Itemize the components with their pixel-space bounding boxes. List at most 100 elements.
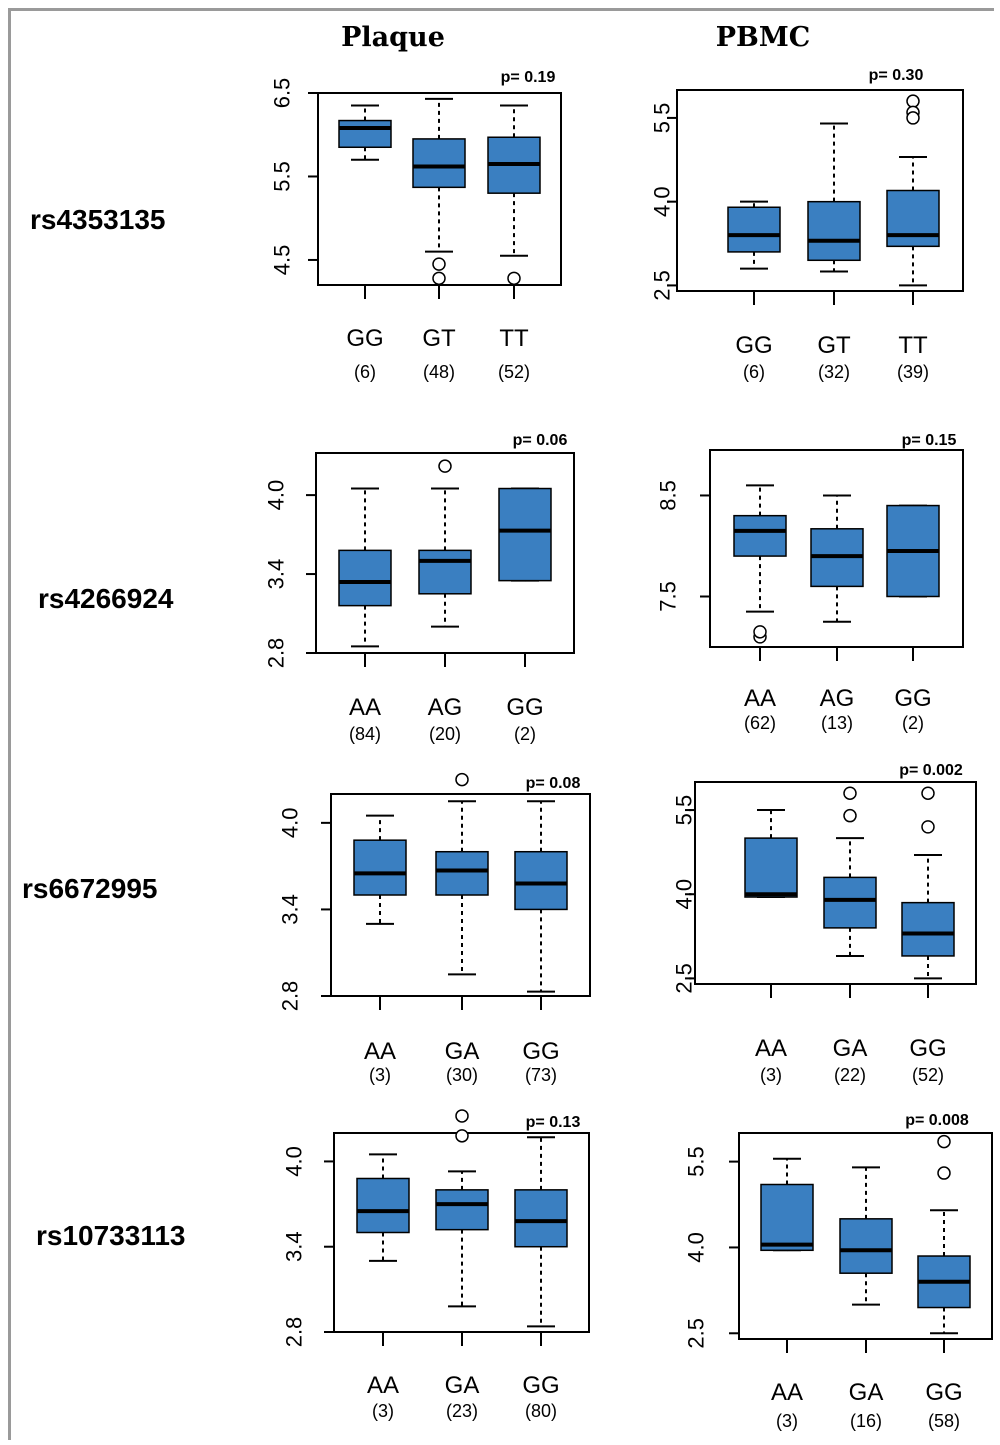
sample-count-label: (6): [743, 362, 765, 382]
plot-frame: [676, 89, 964, 292]
y-tick-label: 5.5: [270, 161, 295, 192]
outlier-point: [937, 1166, 951, 1180]
p-value-label: p= 0.002: [899, 762, 963, 779]
x-tick-label: GG: [506, 694, 543, 721]
box: [823, 876, 877, 929]
outlier-point: [455, 1129, 469, 1143]
boxplot-rs6672995-pbmc: p= 0.002 2.5 4.0 5.5 AA (3) GA (22) GG (52): [672, 762, 977, 1085]
box-group-GT: GT (32): [807, 122, 861, 382]
x-tick-label: TT: [499, 325, 529, 352]
box-group-GG: GG (2): [498, 487, 552, 744]
sample-count-label: (20): [429, 724, 461, 744]
x-tick-label: AA: [349, 694, 381, 721]
box-group-GA: GA (22): [823, 786, 877, 1085]
sample-count-label: (62): [744, 713, 776, 733]
sample-count-label: (30): [446, 1065, 478, 1085]
box-group-GA: GA(23): [435, 1109, 489, 1421]
boxplot-rs4353135-pbmc: p= 0.30 2.5 4.0 5.5 GG (6) GT (32) TT (39): [650, 67, 964, 382]
sample-count-label: (52): [498, 362, 530, 382]
box: [412, 138, 466, 189]
box-group-AG: AG (20): [418, 459, 472, 744]
box: [338, 549, 392, 607]
box-group-AA: AA(3): [744, 809, 798, 1085]
boxplot-rs4353135-plaque: p= 0.19 4.5 5.5 6.5 GG (6) GT (48) TT (52): [270, 69, 562, 382]
outlier-point: [507, 271, 521, 286]
box-group-GA: GA (16): [839, 1166, 893, 1431]
outlier-point: [753, 625, 767, 639]
box-group-AG: AG(13): [810, 494, 864, 733]
box-group-GT: GT (48): [412, 97, 466, 382]
x-tick-label: GG: [522, 1038, 559, 1065]
sample-count-label: (48): [423, 362, 455, 382]
box-group-AA: AA(62): [733, 484, 787, 733]
sample-count-label: (13): [821, 713, 853, 733]
box-group-AA: AA(3): [760, 1157, 814, 1431]
x-tick-label: TT: [898, 332, 928, 359]
column-title-pbmc: PBMC: [716, 22, 811, 53]
snp-label-rs10733113: rs10733113: [36, 1220, 186, 1251]
y-tick-label: 5.5: [650, 103, 675, 134]
box: [901, 901, 955, 957]
boxplot-rs4266924-plaque: p= 0.06 2.8 3.4 4.0 AA (84) AG (20) GG (2): [264, 432, 575, 744]
y-tick-label: 2.8: [282, 1317, 307, 1348]
y-tick-label: 4.0: [264, 480, 289, 511]
box-group-GG: GG (52): [901, 786, 955, 1085]
box-group-GG: GG (6): [727, 200, 781, 382]
box-group-TT: TT (52): [487, 104, 541, 382]
sample-count-label: (3): [372, 1401, 394, 1421]
outlier-point: [432, 271, 446, 286]
sample-count-label: (39): [897, 362, 929, 382]
box: [839, 1218, 893, 1274]
y-tick-label: 4.5: [270, 245, 295, 276]
outlier-point: [906, 94, 920, 108]
sample-count-label: (52): [912, 1065, 944, 1085]
sample-count-label: (84): [349, 724, 381, 744]
y-tick-label: 4.0: [278, 808, 303, 839]
box: [435, 850, 489, 896]
outlier-point: [937, 1134, 951, 1149]
y-tick-label: 2.8: [278, 981, 303, 1012]
box: [807, 200, 861, 262]
y-tick-label: 3.4: [278, 894, 303, 925]
x-tick-label: GA: [445, 1372, 480, 1399]
box-group-AA: AA(3): [356, 1153, 410, 1421]
p-value-label: p= 0.008: [905, 1112, 969, 1129]
sample-count-label: (3): [369, 1065, 391, 1085]
x-tick-label: AA: [744, 685, 776, 712]
y-tick-label: 4.0: [684, 1232, 709, 1263]
box: [514, 850, 568, 911]
box-group-AA: AA(3): [353, 814, 407, 1085]
box: [733, 514, 787, 557]
x-tick-label: GG: [346, 325, 383, 352]
box: [744, 837, 798, 898]
outlier-point: [921, 786, 935, 800]
sample-count-label: (32): [818, 362, 850, 382]
y-tick-label: 2.5: [684, 1318, 709, 1349]
box-group-TT: TT (39): [886, 94, 940, 382]
boxplot-rs4266924-pbmc: p= 0.15 7.5 8.5 AA(62) AG(13) GG(2): [656, 432, 964, 733]
sample-count-label: (22): [834, 1065, 866, 1085]
p-value-label: p= 0.30: [869, 67, 924, 84]
sample-count-label: (3): [760, 1065, 782, 1085]
box: [514, 1189, 568, 1248]
sample-count-label: (6): [354, 362, 376, 382]
x-tick-label: AA: [367, 1372, 399, 1399]
x-tick-label: GT: [422, 325, 456, 352]
box-group-GA: GA(30): [435, 772, 489, 1085]
y-tick-label: 6.5: [270, 78, 295, 109]
box: [886, 189, 940, 248]
box: [418, 549, 472, 595]
sample-count-label: (16): [850, 1411, 882, 1431]
column-title-plaque: Plaque: [341, 22, 445, 53]
x-tick-label: GG: [925, 1379, 962, 1406]
snp-label-rs6672995: rs6672995: [22, 873, 157, 904]
y-tick-label: 2.5: [650, 270, 675, 301]
plot-frame: [330, 793, 591, 997]
x-tick-label: GG: [894, 685, 931, 712]
outlier-point: [432, 257, 446, 271]
box: [338, 119, 392, 149]
outlier-point: [906, 111, 920, 125]
y-tick-label: 5.5: [684, 1146, 709, 1177]
